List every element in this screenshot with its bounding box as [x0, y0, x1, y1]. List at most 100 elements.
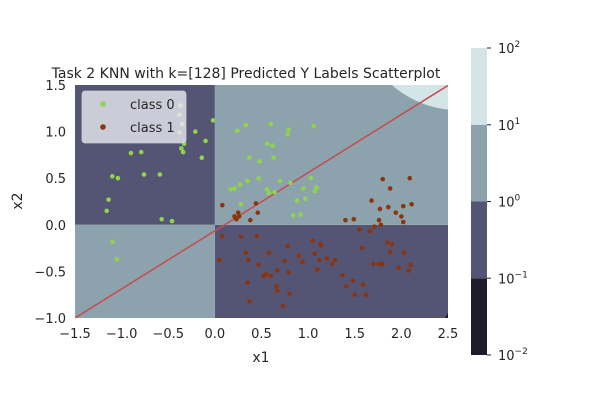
point-class-1-69	[268, 273, 274, 279]
point-class-1-56	[399, 214, 404, 219]
point-class-0-38	[312, 188, 317, 194]
point-class-0-11	[110, 174, 115, 179]
point-class-1-40	[371, 261, 376, 267]
point-class-1-42	[380, 261, 386, 267]
point-class-0-48	[256, 175, 262, 181]
point-class-1-45	[389, 242, 395, 247]
point-class-0-41	[290, 213, 296, 218]
point-class-0-23	[234, 128, 240, 133]
point-class-0-51	[298, 212, 303, 217]
colorbar-tick-base: 10	[498, 42, 515, 57]
colorbar	[471, 48, 487, 355]
point-class-1-50	[377, 206, 383, 212]
y-tick-label: 1.5	[45, 79, 66, 94]
decision-line	[75, 85, 448, 318]
point-class-1-54	[378, 222, 384, 228]
point-class-1-34	[360, 282, 366, 287]
x-tick-label: 2.5	[438, 327, 459, 342]
point-class-1-16	[275, 288, 280, 294]
point-class-1-51	[386, 204, 391, 210]
point-class-0-12	[115, 175, 121, 181]
point-class-0-18	[169, 218, 175, 224]
point-class-0-52	[272, 189, 277, 195]
point-class-1-31	[340, 272, 345, 278]
point-class-1-72	[285, 243, 290, 249]
point-class-1-41	[376, 261, 382, 267]
colorbar-tick-label: 10−1	[498, 270, 528, 287]
point-class-0-22	[210, 118, 216, 123]
legend-label-class-0: class 0	[130, 98, 175, 113]
point-class-1-39	[367, 229, 372, 234]
legend-marker-class-1	[100, 124, 106, 130]
legend: class 0 class 1	[81, 90, 187, 144]
point-class-0-30	[270, 143, 275, 148]
legend-box	[81, 90, 187, 144]
point-class-1-25	[315, 267, 320, 272]
point-class-0-34	[277, 178, 283, 184]
point-class-0-47	[228, 187, 234, 192]
point-class-1-32	[344, 284, 349, 289]
point-class-1-38	[359, 245, 365, 251]
point-class-1-37	[357, 227, 362, 232]
point-class-0-28	[311, 123, 317, 129]
region-1	[214, 224, 448, 318]
point-class-0-16	[104, 208, 110, 214]
point-class-1-55	[372, 224, 377, 229]
colorbar-tick-base: 10	[498, 119, 515, 134]
x-tick-label: 0.5	[251, 327, 272, 342]
point-class-1-9	[217, 257, 222, 263]
point-class-1-60	[407, 175, 413, 181]
point-class-0-33	[271, 155, 276, 160]
point-class-1-52	[393, 210, 399, 215]
point-class-1-6	[234, 216, 239, 222]
point-class-1-36	[352, 292, 358, 298]
point-class-1-13	[263, 271, 269, 277]
x-tick-label: 1.0	[298, 327, 319, 342]
colorbar-tick-exponent: 2	[515, 40, 521, 50]
point-class-1-64	[343, 217, 348, 223]
legend-marker-class-0	[100, 101, 106, 107]
region-2	[75, 224, 215, 318]
point-class-1-35	[363, 292, 369, 298]
point-class-0-27	[286, 127, 291, 133]
point-class-1-26	[317, 257, 322, 263]
point-class-0-9	[199, 155, 205, 160]
point-class-1-67	[318, 243, 324, 248]
point-class-1-28	[324, 256, 330, 261]
point-class-0-24	[243, 122, 248, 128]
point-class-1-24	[312, 251, 317, 256]
y-tick-label: 0.0	[45, 219, 66, 234]
point-class-1-23	[300, 259, 305, 265]
y-tick-label: 1.0	[45, 126, 66, 141]
point-class-1-57	[400, 203, 406, 209]
point-class-0-42	[266, 190, 272, 196]
point-class-0-17	[159, 216, 165, 222]
point-class-1-44	[385, 240, 390, 245]
point-class-0-50	[314, 185, 319, 190]
point-class-1-33	[350, 278, 356, 284]
colorbar-level-3	[471, 48, 487, 125]
point-class-0-10	[203, 138, 208, 144]
x-tick-label: −0.5	[152, 327, 184, 342]
point-class-1-48	[408, 262, 414, 268]
plot-area	[75, 85, 448, 318]
point-class-0-49	[245, 178, 250, 184]
region-4	[391, 85, 448, 110]
colorbar-tick-label: 10−2	[498, 347, 528, 364]
point-class-0-13	[141, 172, 147, 177]
x-tick-label: −1.0	[106, 327, 138, 342]
colorbar-level-0	[471, 278, 487, 355]
colorbar-tick-label: 102	[498, 40, 520, 57]
point-class-1-62	[387, 186, 393, 191]
x-tick-label: −1.5	[59, 327, 91, 342]
legend-label-class-1: class 1	[130, 121, 175, 136]
point-class-0-45	[232, 186, 237, 191]
point-class-1-21	[287, 291, 292, 297]
point-class-1-18	[274, 284, 279, 289]
colorbar-tick-exponent: 0	[515, 194, 521, 204]
point-class-0-29	[264, 141, 270, 147]
colorbar-tick-label: 100	[498, 194, 521, 211]
point-class-0-8	[138, 149, 144, 155]
